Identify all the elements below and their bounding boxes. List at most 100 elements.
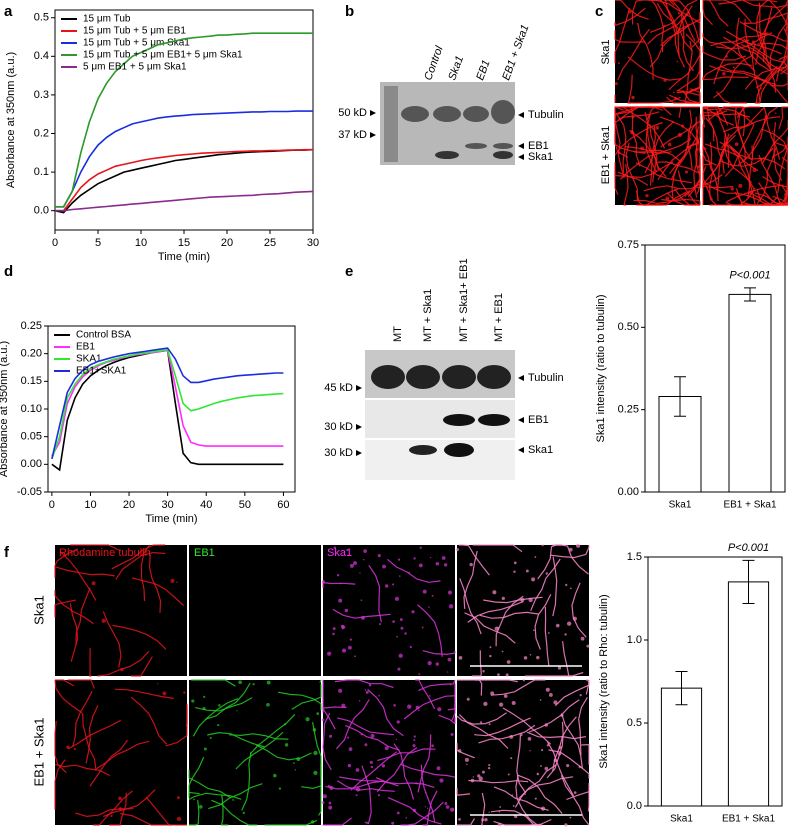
speckle — [284, 743, 289, 747]
speckle — [458, 656, 463, 660]
band-label: Ska1 — [528, 151, 553, 163]
speckle — [418, 673, 421, 676]
filament — [464, 612, 516, 644]
image-background — [457, 545, 589, 676]
filament — [758, 177, 788, 206]
x-tick-label: 10 — [84, 499, 96, 511]
error-bar — [675, 671, 688, 706]
speckle — [444, 802, 448, 805]
speckle — [566, 621, 572, 626]
speckle — [534, 556, 537, 558]
data-line — [55, 32, 313, 208]
filament — [336, 780, 395, 792]
filament — [680, 13, 694, 72]
filament — [769, 0, 788, 39]
speckle — [382, 564, 386, 569]
y-tick-label: -0.05 — [17, 486, 42, 498]
image-background — [189, 680, 321, 825]
speckle — [628, 10, 632, 14]
filament — [376, 747, 418, 793]
filament — [660, 13, 701, 47]
speckle — [511, 701, 516, 706]
data-line — [51, 347, 284, 459]
filament — [67, 719, 122, 750]
y-tick-label: 0.00 — [618, 486, 639, 498]
speckle — [667, 142, 672, 147]
speckle — [466, 763, 468, 765]
filament — [614, 110, 634, 119]
speckle — [546, 744, 550, 747]
filament — [367, 689, 404, 737]
speckle — [529, 653, 532, 656]
speckle — [426, 807, 429, 809]
speckle — [524, 793, 526, 796]
speckle — [413, 735, 416, 738]
speckle — [570, 587, 572, 590]
filament — [72, 690, 93, 748]
speckle — [412, 744, 416, 748]
filament — [649, 23, 691, 68]
speckle — [507, 773, 510, 776]
marker-label: 50 kD — [338, 107, 367, 119]
filament — [683, 99, 700, 104]
speckle — [191, 699, 195, 703]
speckle — [510, 757, 513, 760]
speckle — [541, 544, 544, 547]
filament — [82, 712, 97, 771]
speckle — [322, 794, 327, 799]
data-line — [55, 110, 313, 208]
speckle — [328, 805, 333, 810]
speckle — [393, 704, 396, 707]
filament — [622, 106, 666, 149]
speckle — [355, 768, 360, 772]
speckle — [365, 690, 369, 694]
filament — [241, 751, 252, 811]
filament — [561, 713, 583, 769]
speckle — [328, 801, 332, 805]
x-tick-label: 10 — [135, 237, 147, 249]
speckle — [316, 712, 320, 716]
speckle — [586, 644, 590, 648]
filament — [773, 141, 788, 174]
speckle — [544, 766, 549, 771]
filament — [483, 596, 543, 604]
column-label: Rhodamine tubulin — [59, 547, 151, 559]
speckle — [503, 694, 508, 698]
speckle — [509, 734, 514, 739]
speckle — [519, 733, 523, 737]
filament — [322, 817, 352, 826]
error-bar — [674, 376, 686, 417]
y-axis-label: Absorbance at 350nm (a.u.) — [0, 341, 10, 477]
speckle — [296, 757, 301, 762]
speckle — [395, 738, 398, 741]
filament — [614, 106, 624, 115]
speckle — [176, 796, 180, 800]
filament — [322, 712, 332, 771]
filament — [669, 0, 701, 44]
speckle — [305, 717, 310, 722]
speckle — [411, 610, 415, 614]
filament — [687, 109, 693, 169]
filament — [560, 775, 590, 826]
filament — [418, 679, 456, 691]
speckle — [73, 747, 77, 751]
speckle — [766, 172, 768, 174]
speckle — [534, 797, 537, 800]
y-tick-label: 0.10 — [21, 403, 42, 415]
speckle — [553, 758, 557, 763]
speckle — [477, 774, 481, 778]
filament — [189, 800, 200, 826]
speckle — [749, 190, 754, 195]
speckle — [332, 627, 336, 631]
speckle — [545, 687, 550, 692]
speckle — [531, 577, 536, 582]
speckle — [427, 661, 432, 666]
filament — [665, 0, 675, 7]
error-bar — [744, 287, 756, 302]
panel-label: a — [4, 3, 13, 20]
filament — [458, 544, 490, 576]
filament — [530, 558, 561, 611]
filament — [120, 812, 172, 826]
speckle — [677, 132, 683, 138]
lane-label: MT + EB1 — [493, 293, 505, 342]
